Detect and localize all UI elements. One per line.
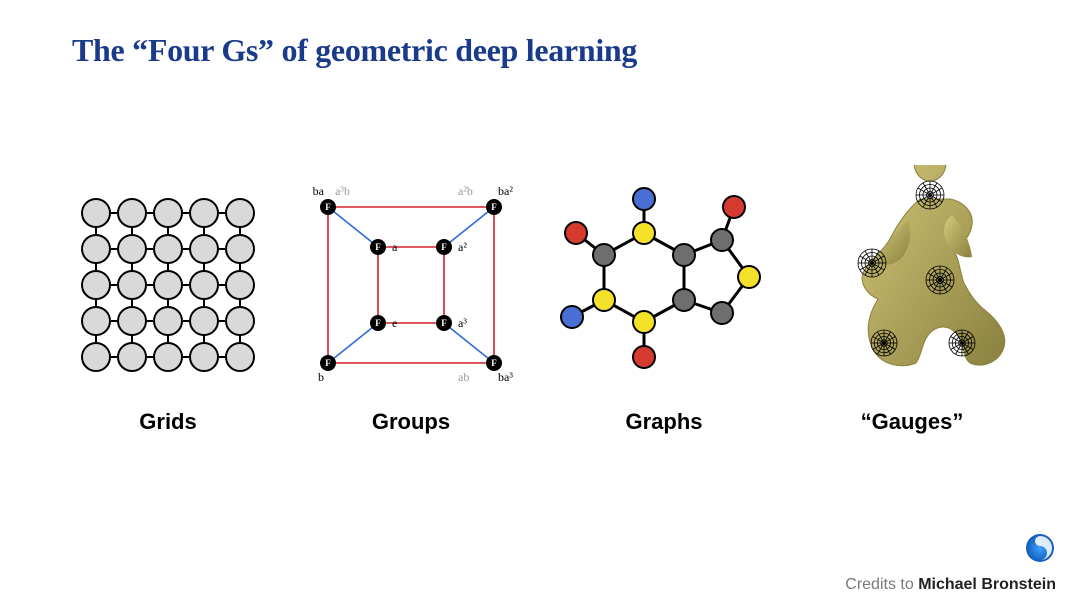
svg-text:F: F bbox=[325, 358, 331, 368]
svg-text:F: F bbox=[491, 358, 497, 368]
svg-text:F: F bbox=[375, 242, 381, 252]
groups-diagram: F F F F F F F Fba a³b ba² a²b b ba³ ab a a² e a³ bbox=[306, 185, 516, 385]
svg-text:F: F bbox=[491, 202, 497, 212]
svg-text:b: b bbox=[318, 370, 324, 384]
svg-text:ba³: ba³ bbox=[498, 370, 513, 384]
panel-label-gauges: “Gauges” bbox=[861, 409, 964, 435]
svg-text:ab: ab bbox=[458, 370, 469, 384]
panel-grids: Grids bbox=[68, 185, 268, 435]
logo-icon bbox=[1024, 532, 1056, 564]
panel-gauges: “Gauges” bbox=[812, 165, 1012, 435]
gauges-diagram bbox=[812, 165, 1012, 385]
svg-text:ba²: ba² bbox=[498, 185, 513, 198]
svg-text:F: F bbox=[441, 242, 447, 252]
svg-text:F: F bbox=[375, 318, 381, 328]
panel-row: Grids F F F F F F F Fba a³b ba² a²b b ba³ ab a a² e a³ Gr… bbox=[68, 165, 1012, 435]
panel-label-graphs: Graphs bbox=[625, 409, 702, 435]
svg-text:a²: a² bbox=[458, 240, 467, 254]
credits-prefix: Credits to bbox=[845, 576, 918, 593]
svg-text:a³b: a³b bbox=[335, 185, 350, 198]
svg-text:a²b: a²b bbox=[458, 185, 473, 198]
svg-text:a: a bbox=[392, 240, 398, 254]
panel-groups: F F F F F F F Fba a³b ba² a²b b ba³ ab a a² e a³ Groups bbox=[306, 185, 516, 435]
svg-text:F: F bbox=[325, 202, 331, 212]
svg-text:ba: ba bbox=[313, 185, 325, 198]
panel-label-grids: Grids bbox=[139, 409, 196, 435]
panel-graphs: Graphs bbox=[554, 185, 774, 435]
credits-line: Credits to Michael Bronstein bbox=[845, 576, 1056, 594]
svg-text:F: F bbox=[441, 318, 447, 328]
graphs-diagram bbox=[554, 185, 774, 385]
svg-text:e: e bbox=[392, 316, 397, 330]
svg-text:a³: a³ bbox=[458, 316, 467, 330]
grids-diagram bbox=[68, 185, 268, 385]
slide-title: The “Four Gs” of geometric deep learning bbox=[72, 32, 637, 69]
credits-name: Michael Bronstein bbox=[918, 576, 1056, 593]
panel-label-groups: Groups bbox=[372, 409, 450, 435]
slide: The “Four Gs” of geometric deep learning… bbox=[0, 0, 1080, 608]
